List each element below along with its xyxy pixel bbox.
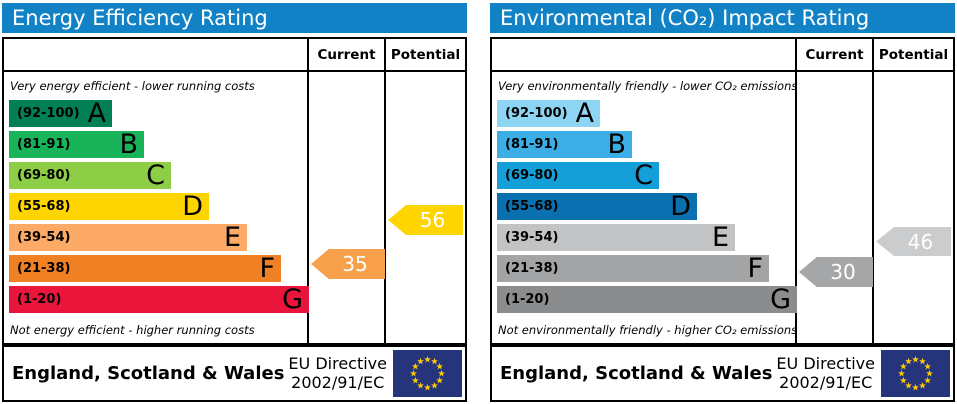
column-header-potential: Potential: [878, 46, 949, 63]
band-range-label: (1-20): [505, 292, 550, 307]
band-range-label: (92-100): [505, 106, 568, 121]
eu-directive-label: EU Directive 2002/91/EC: [776, 354, 875, 392]
band-letter: C: [146, 160, 165, 191]
top-caption: Very environmentally friendly - lower CO…: [498, 79, 798, 93]
energy-panel-title: Energy Efficiency Rating: [2, 3, 467, 33]
column-header-potential: Potential: [390, 46, 461, 63]
current-rating-value: 30: [830, 260, 856, 284]
top-caption: Very energy efficient - lower running co…: [10, 79, 255, 93]
band-letter: D: [670, 191, 691, 222]
band-range-label: (39-54): [17, 230, 71, 245]
band-range-label: (21-38): [17, 261, 71, 276]
band-range-label: (21-38): [505, 261, 559, 276]
column-divider: [384, 39, 386, 343]
energy-panel-footer: England, Scotland & Wales EU Directive 2…: [2, 345, 467, 402]
column-divider: [872, 39, 874, 343]
band-range-label: (1-20): [17, 292, 62, 307]
energy-rating-table: Current Potential Very energy efficient …: [2, 37, 467, 345]
co2-rating-table: Current Potential Very environmentally f…: [490, 37, 955, 345]
band-bar-g: (1-20) G: [497, 286, 797, 313]
band-range-label: (81-91): [505, 137, 559, 152]
band-letter: A: [575, 98, 594, 129]
eu-flag-icon: [393, 350, 462, 397]
band-bar-c: (69-80) C: [9, 162, 171, 189]
band-letter: G: [282, 284, 303, 315]
band-letter: F: [747, 253, 763, 284]
column-header-current: Current: [805, 46, 864, 63]
column-header-current: Current: [317, 46, 376, 63]
band-bar-b: (81-91) B: [497, 131, 632, 158]
band-letter: F: [259, 253, 275, 284]
co2-panel-title: Environmental (CO₂) Impact Rating: [490, 3, 955, 33]
region-label: England, Scotland & Wales: [500, 363, 773, 384]
band-letter: A: [87, 98, 106, 129]
band-range-label: (55-68): [505, 199, 559, 214]
potential-rating-value: 46: [907, 229, 934, 254]
band-bar-a: (92-100) A: [9, 100, 112, 127]
co2-impact-panel: Environmental (CO₂) Impact Rating Curren…: [490, 0, 955, 404]
band-range-label: (81-91): [17, 137, 71, 152]
band-range-label: (39-54): [505, 230, 559, 245]
band-letter: B: [607, 129, 626, 160]
co2-panel-footer: England, Scotland & Wales EU Directive 2…: [490, 345, 955, 402]
band-bar-f: (21-38) F: [497, 255, 769, 282]
current-rating-value: 35: [342, 252, 368, 276]
band-bar-e: (39-54) E: [9, 224, 247, 251]
header-underline: [4, 70, 465, 72]
energy-efficiency-panel: Energy Efficiency Rating Current Potenti…: [2, 0, 467, 404]
potential-rating-value: 56: [419, 208, 446, 232]
band-bar-f: (21-38) F: [9, 255, 281, 282]
bottom-caption: Not environmentally friendly - higher CO…: [498, 323, 798, 337]
bottom-caption: Not energy efficient - higher running co…: [10, 323, 255, 337]
eu-directive-label: EU Directive 2002/91/EC: [288, 354, 387, 392]
eu-flag-icon: [881, 350, 950, 397]
band-bar-a: (92-100) A: [497, 100, 600, 127]
band-range-label: (92-100): [17, 106, 80, 121]
band-letter: G: [770, 284, 791, 315]
column-divider: [307, 39, 309, 343]
band-range-label: (69-80): [17, 168, 71, 183]
band-letter: D: [182, 191, 203, 222]
band-range-label: (69-80): [505, 168, 559, 183]
potential-rating-arrow: 46: [876, 227, 951, 256]
band-bar-g: (1-20) G: [9, 286, 309, 313]
band-bar-d: (55-68) D: [497, 193, 697, 220]
region-label: England, Scotland & Wales: [12, 363, 285, 384]
band-letter: B: [119, 129, 138, 160]
band-bar-c: (69-80) C: [497, 162, 659, 189]
band-bar-e: (39-54) E: [497, 224, 735, 251]
current-rating-arrow: 35: [311, 249, 385, 279]
band-letter: C: [634, 160, 653, 191]
band-bar-d: (55-68) D: [9, 193, 209, 220]
band-letter: E: [223, 222, 241, 253]
header-underline: [492, 70, 953, 72]
band-letter: E: [711, 222, 729, 253]
column-divider: [795, 39, 797, 343]
band-bar-b: (81-91) B: [9, 131, 144, 158]
current-rating-arrow: 30: [799, 257, 873, 287]
potential-rating-arrow: 56: [388, 205, 463, 235]
band-range-label: (55-68): [17, 199, 71, 214]
